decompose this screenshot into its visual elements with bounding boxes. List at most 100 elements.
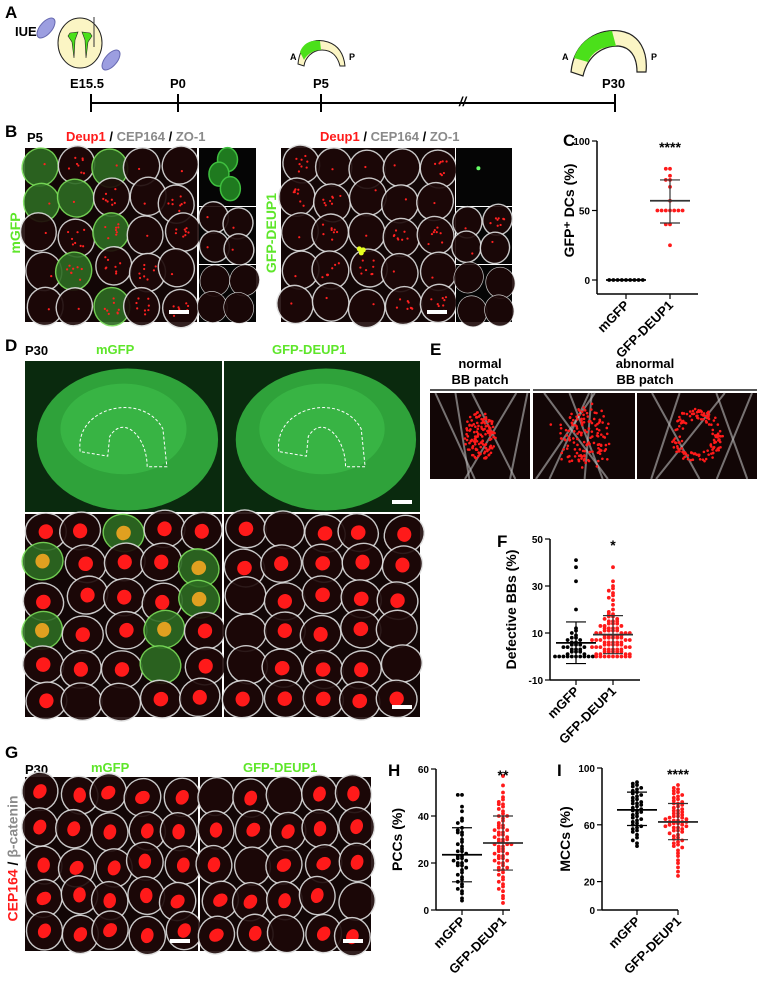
data-point [602,642,607,647]
deup1-dot [427,242,430,246]
data-point [501,804,505,809]
stain-deup1: Deup1 [320,129,360,144]
deup1-dot [68,264,71,267]
tissue-glow [259,383,385,475]
data-point [630,795,635,800]
deup1-dot [331,267,334,270]
data-point [578,642,583,647]
bb-patch [276,858,292,872]
data-point [578,654,583,659]
data-point [627,645,632,649]
data-point [671,798,676,803]
data-point [655,208,660,213]
basal-body [593,411,597,414]
data-point [630,822,635,827]
deup1-dot [43,163,46,166]
basal-body [677,450,681,453]
deup1-dot [406,307,409,310]
deup1-dot [365,234,368,237]
data-point [676,794,680,799]
data-point [676,861,680,866]
bb-patch [313,821,327,837]
stain-cep164: CEP164 [116,129,165,144]
basal-body [678,435,682,438]
deup1-dot [111,203,114,206]
basal-body [680,439,684,443]
col-label-mgfp: mGFP [91,760,130,775]
basal-body [589,436,592,440]
basal-body [571,418,575,422]
deup1-dot [299,200,302,203]
cell [126,215,164,255]
basal-body [602,435,605,438]
basal-body [680,420,684,423]
deup1-dot [361,259,364,262]
basal-body [710,445,713,448]
basal-body [605,432,609,436]
basal-body [469,439,473,443]
basal-body [578,448,582,451]
basal-body [463,437,467,440]
bb-patch [172,824,185,840]
data-point [630,827,635,831]
data-point [586,654,591,659]
image-background [456,148,512,206]
deup1-dot [394,229,398,232]
data-point [627,654,632,659]
cell [484,294,515,327]
bb-patch [278,893,291,909]
cell [99,682,142,722]
data-point [676,787,680,792]
data-point [582,645,587,649]
deup1-dot [117,223,120,226]
basal-body [717,446,721,450]
data-point [464,858,469,863]
basal-body [559,423,562,427]
deup1-dot [114,265,117,268]
y-tick-label: 100 [573,137,590,148]
data-point [606,588,611,593]
deup1-dot [294,275,297,278]
basal-body [487,448,491,451]
bb-patch [277,691,293,706]
data-point [615,628,620,633]
basal-body [484,415,488,419]
bb-patch [103,893,116,909]
deup1-dot [300,165,303,168]
bb-patch [73,787,86,803]
data-point [492,835,497,840]
deup1-dot [364,165,367,169]
bb-patch [237,560,252,576]
deup1-dot [83,228,86,231]
bb-patch [117,589,132,605]
data-point [492,851,497,856]
data-point [590,654,595,659]
basal-body [475,416,479,419]
basal-body [717,439,720,442]
data-point [630,781,635,786]
abnormal-divider [533,389,757,391]
bb-patch [67,821,81,837]
anterior-label-p5: A [290,52,297,62]
basal-body [689,458,693,462]
basal-body [603,449,607,453]
basal-body [559,426,563,430]
deup1-dot [325,296,328,300]
data-point [676,865,680,870]
abnormal-heading-line2: BB patch [616,372,674,387]
data-point [565,645,570,649]
basal-body [476,432,480,436]
basal-body [572,437,575,440]
data-point [680,208,685,213]
basal-body [693,407,697,411]
cell-border [650,392,681,480]
bb-patch [390,593,405,608]
data-point [602,649,607,654]
cell-border [655,392,726,480]
micrograph-b-mgfp-inset-green [199,146,256,206]
data-point [496,807,501,811]
deup1-dot [360,272,363,275]
basal-body [575,451,579,455]
separator: / [4,857,21,870]
data-point [455,830,460,835]
